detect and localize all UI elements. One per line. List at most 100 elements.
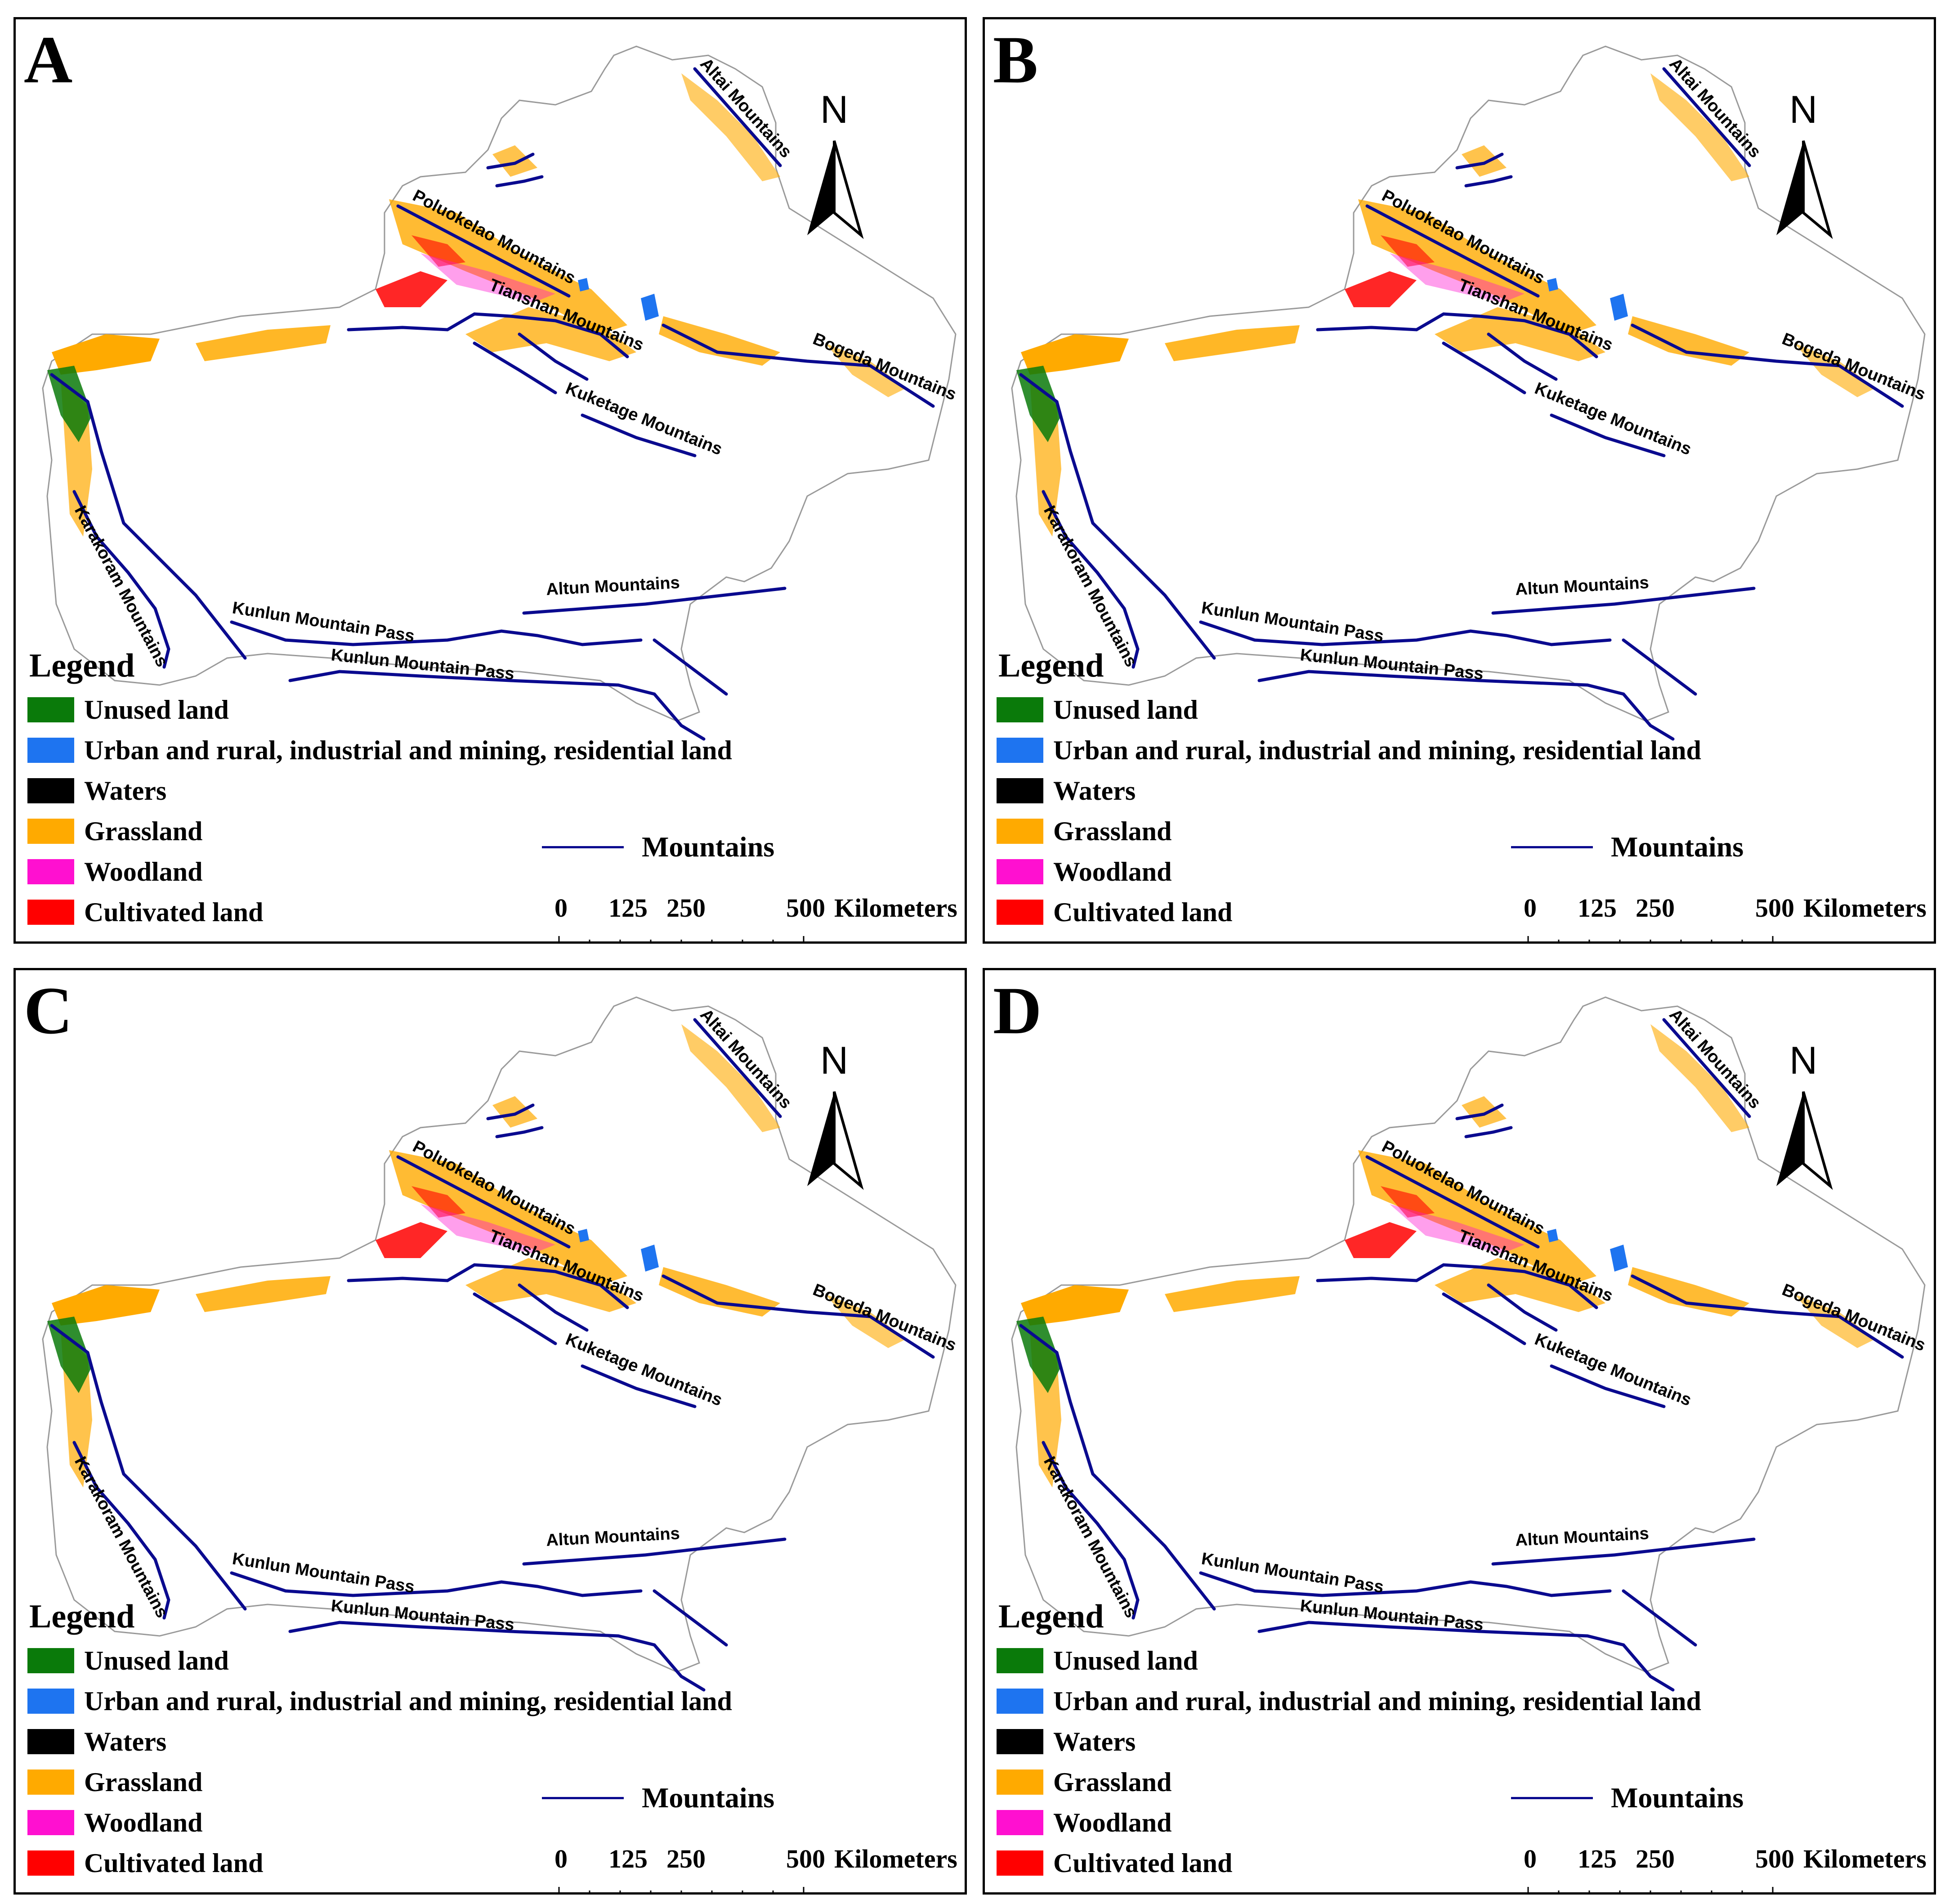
scale-tick-125: 125	[1578, 1844, 1617, 1873]
mountains-key: Mountains	[542, 829, 774, 865]
scale-unit: Kilometers	[1803, 1844, 1927, 1873]
legend-swatch	[997, 1770, 1043, 1795]
scale-tick-0: 0	[554, 893, 568, 923]
legend-item: Unused land	[27, 1645, 229, 1676]
altai-mountain-line	[1662, 1018, 1751, 1118]
mountains-label: Mountains	[642, 1782, 775, 1814]
legend-swatch	[27, 778, 74, 803]
scale-tick-0: 0	[1524, 1844, 1537, 1873]
mountain-line-swatch	[1511, 1796, 1593, 1799]
map-canvas: Altai Mountains Poluokelao Mountains Tia…	[1011, 996, 1928, 1692]
legend-title: Legend	[998, 647, 1104, 684]
legend-label: Urban and rural, industrial and mining, …	[84, 735, 732, 765]
panel-letter: D	[993, 973, 1042, 1048]
kuketage-mountain-line	[581, 1364, 697, 1408]
legend-swatch	[997, 900, 1043, 925]
map-panel-a: Altai Mountains Poluokelao Mountains Tia…	[13, 17, 967, 944]
legend-item: Woodland	[27, 856, 202, 887]
scale-bar: 0 125 250 500 Kilometers	[537, 893, 957, 941]
legend-item: Waters	[997, 1726, 1136, 1757]
legend-title: Legend	[998, 1598, 1104, 1635]
grassland-patch	[465, 1258, 636, 1312]
legend-item: Urban and rural, industrial and mining, …	[997, 735, 1701, 766]
grassland-patch	[659, 1267, 780, 1317]
mountain-lines	[50, 67, 935, 741]
legend-title: Legend	[29, 1598, 135, 1635]
legend-label: Waters	[1053, 1726, 1136, 1756]
urban-patch	[578, 1229, 589, 1242]
grassland-patch	[1794, 1294, 1875, 1348]
region-boundary	[1011, 45, 1926, 722]
mountain-lines	[50, 1018, 935, 1692]
grassland-patch	[1462, 1096, 1507, 1128]
scale-tick-500: 500	[786, 1844, 825, 1873]
scale-unit: Kilometers	[1803, 893, 1927, 923]
legend-item: Grassland	[997, 1766, 1171, 1798]
legend-item: Waters	[27, 775, 166, 806]
scale-tick-500: 500	[1755, 1844, 1794, 1873]
grassland-patch	[1794, 343, 1875, 397]
grassland-patch	[492, 145, 537, 177]
legend-label: Grassland	[1053, 816, 1172, 846]
bogeda-mountain-line	[1631, 323, 1904, 408]
mountains-key: Mountains	[1511, 1780, 1744, 1816]
tianshan-mountain-line	[347, 312, 629, 358]
cultivated-land-patch	[1345, 271, 1417, 307]
altai-mountain-line	[693, 1018, 782, 1118]
scale-tick-500: 500	[1755, 893, 1794, 923]
kunlun-mountain-line-2	[288, 1621, 706, 1692]
scale-tick-0: 0	[1524, 893, 1537, 923]
urban-patch	[1610, 294, 1628, 321]
scale-tick-250: 250	[1636, 1844, 1675, 1873]
grassland-patch	[1021, 1285, 1129, 1326]
scale-bar: 0 125 250 500 Kilometers	[1507, 893, 1927, 941]
scale-bar: 0 125 250 500 Kilometers	[1507, 1844, 1927, 1892]
legend-swatch	[997, 1689, 1043, 1714]
karakoram-mountain-line	[50, 1324, 247, 1611]
land-use-patches	[47, 1024, 906, 1487]
legend-label: Waters	[84, 775, 167, 806]
legend-swatch	[997, 738, 1043, 763]
north-label: N	[1789, 91, 1817, 131]
tianshan-branch-line-2	[518, 1283, 589, 1332]
north-arrow-icon: N	[807, 91, 864, 239]
altun-mountain-line	[1491, 587, 1756, 615]
mountain-short-line-2	[1464, 175, 1513, 188]
legend-swatch	[27, 1729, 74, 1754]
legend-item: Cultivated land	[27, 1847, 263, 1879]
cultivated-land-patch	[411, 235, 465, 267]
urban-patch	[1547, 278, 1558, 291]
altun-mountain-line	[1491, 1537, 1756, 1566]
karakoram-west-line	[72, 490, 170, 669]
scale-tick-250: 250	[666, 1844, 706, 1873]
region-boundary	[1011, 996, 1926, 1673]
grassland-patch	[1650, 73, 1749, 181]
mountain-line-swatch	[1511, 846, 1593, 848]
woodland-patch	[420, 253, 555, 303]
legend-item: Woodland	[997, 1807, 1171, 1838]
legend-swatch	[997, 859, 1043, 884]
mountain-short-line-2	[495, 1126, 544, 1138]
mountain-short-line-2	[1464, 1126, 1513, 1138]
karakoram-west-line	[1042, 490, 1140, 669]
legend-swatch	[27, 697, 74, 722]
mountain-short-line	[486, 152, 535, 170]
grassland-patch	[1462, 145, 1507, 177]
legend-swatch	[27, 738, 74, 763]
legend-label: Woodland	[84, 1807, 203, 1837]
north-arrow-icon: N	[1776, 91, 1833, 239]
scale-tick-250: 250	[666, 893, 706, 923]
mountains-key: Mountains	[1511, 829, 1744, 865]
grassland-patch	[52, 334, 160, 375]
region-boundary	[42, 45, 957, 722]
legend-swatch	[997, 778, 1043, 803]
grassland-patch	[681, 73, 780, 181]
map-panel-b: Altai Mountains Poluokelao Mountains Tia…	[983, 17, 1936, 944]
legend-title: Legend	[29, 647, 135, 684]
legend-label: Cultivated land	[84, 1848, 264, 1878]
legend-item: Cultivated land	[997, 896, 1232, 928]
unused-land-patch	[1016, 1317, 1061, 1393]
mountains-key: Mountains	[542, 1780, 774, 1816]
kunlun-east-line	[1622, 1589, 1697, 1647]
grassland-patch	[1435, 307, 1605, 361]
